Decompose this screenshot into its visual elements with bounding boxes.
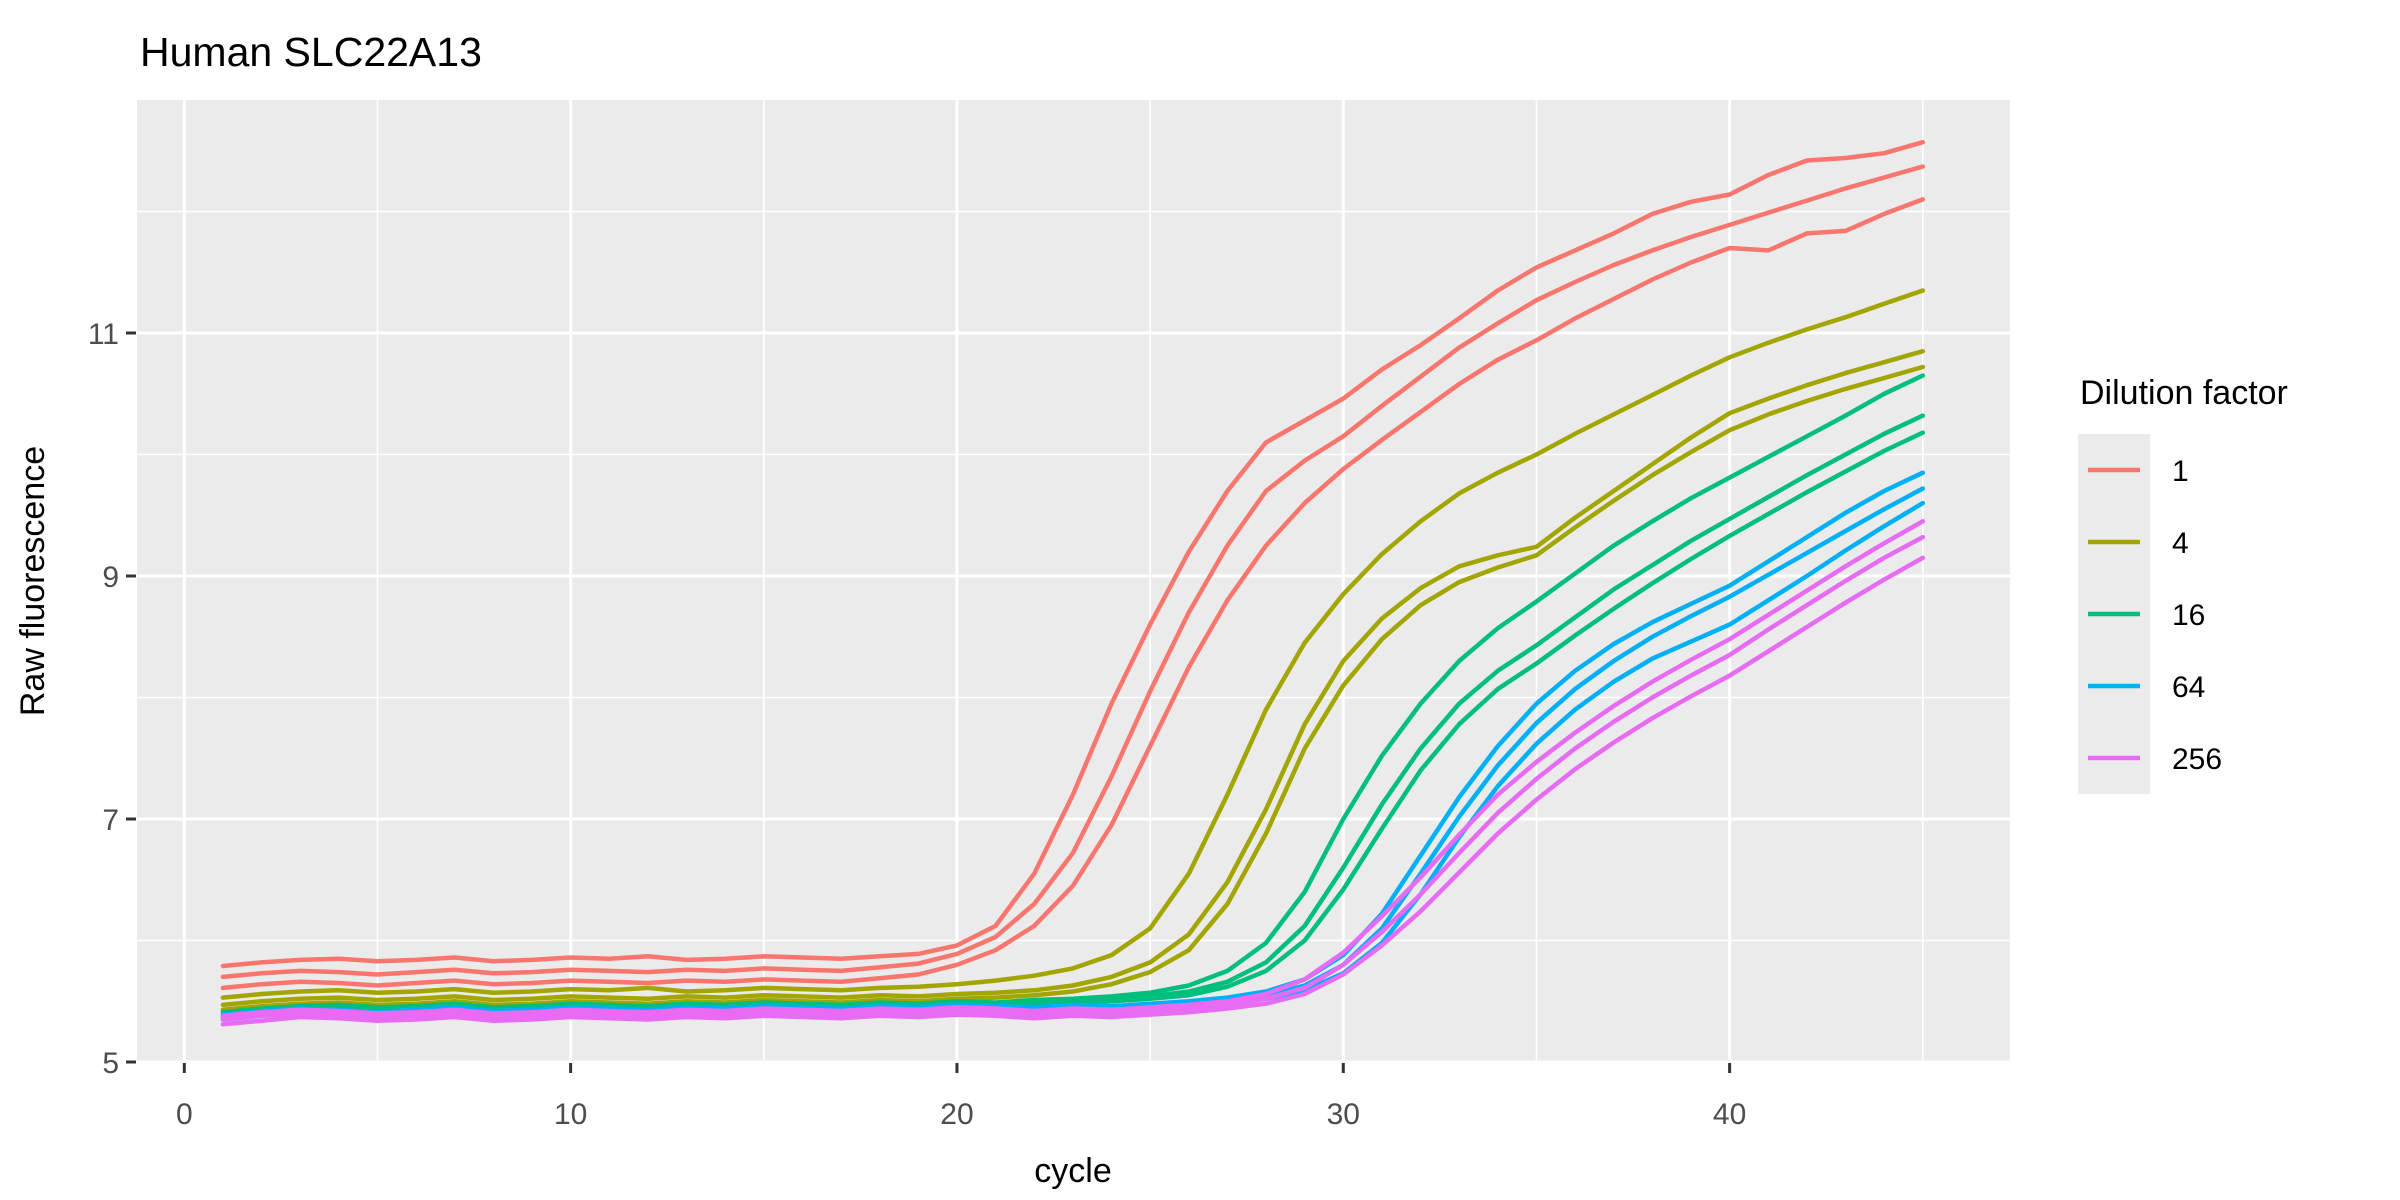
curve-dilution-4-rep-A [220,288,1926,1000]
legend-label-1: 1 [2172,455,2189,488]
curve-dilution-1-rep-A [220,139,1926,969]
legend-title: Dilution factor [2080,374,2288,412]
curve-dilution-256-rep-C [220,555,1926,1027]
curve-dilution-4-rep-B [220,348,1926,1008]
y-tick-label: 7 [102,804,119,837]
curve-dilution-64-rep-A [220,470,1926,1017]
legend: 1 4 16 64 256 [2078,434,2222,794]
x-tick-label: 10 [554,1098,587,1131]
chart-title: Human SLC22A13 [140,29,482,75]
legend-label-4: 4 [2172,527,2189,560]
legend-label-16: 16 [2172,599,2205,632]
x-tick-label: 40 [1713,1098,1746,1131]
axes: 0 10 20 30 40 5 7 9 11 [88,318,1746,1131]
curve-dilution-4-rep-C [220,364,1926,1013]
y-tick-label: 11 [88,318,119,351]
amplification-curves [220,139,1926,1027]
x-axis-title: cycle [1034,1152,1111,1190]
y-axis-title: Raw fluorescence [14,446,52,716]
curve-dilution-1-rep-B [220,164,1926,980]
x-tick-label: 0 [176,1098,193,1131]
y-tick-label: 9 [102,561,119,594]
gridlines [137,100,2010,1064]
legend-label-64: 64 [2172,671,2205,704]
curve-dilution-1-rep-C [220,197,1926,991]
x-tick-label: 20 [940,1098,973,1131]
curve-dilution-256-rep-A [220,519,1926,1019]
legend-label-256: 256 [2172,743,2222,776]
curve-dilution-256-rep-B [220,534,1926,1022]
x-tick-label: 30 [1327,1098,1360,1131]
y-tick-label: 5 [102,1047,119,1080]
curve-dilution-16-rep-A [220,373,1926,1015]
